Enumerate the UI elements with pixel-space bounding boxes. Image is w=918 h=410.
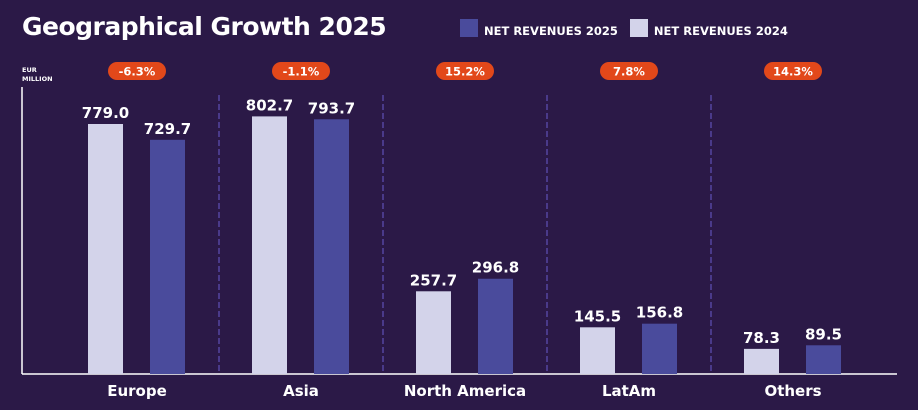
growth-label: 7.8%: [613, 65, 645, 79]
legend-label-2024: NET REVENUES 2024: [653, 24, 788, 38]
legend-item-2025: NET REVENUES 2025: [460, 19, 618, 37]
growth-pill: [272, 62, 330, 80]
unit-line-1: EUR: [22, 66, 37, 74]
value-label-2024: 802.7: [246, 96, 293, 114]
legend-swatch-2025: [460, 19, 478, 37]
category-label: North America: [404, 382, 526, 400]
growth-label: -1.1%: [283, 65, 320, 79]
chart-title: Geographical Growth 2025: [22, 12, 387, 41]
category-label: Europe: [107, 382, 167, 400]
value-label-2025: 729.7: [144, 120, 191, 138]
value-label-2024: 145.5: [574, 307, 621, 325]
value-label-2024: 78.3: [743, 329, 780, 347]
category-label: LatAm: [602, 382, 656, 400]
value-label-2025: 89.5: [805, 325, 842, 343]
legend: NET REVENUES 2025 NET REVENUES 2024: [460, 19, 800, 37]
value-label-2025: 156.8: [636, 304, 683, 322]
y-axis-unit-label: EUR MILLION: [22, 66, 53, 84]
bar-2025-0: [150, 139, 185, 374]
bar-2025-1: [314, 119, 349, 374]
value-label-2024: 257.7: [410, 271, 457, 289]
growth-label: 14.3%: [773, 65, 813, 79]
growth-pill: [764, 62, 822, 80]
legend-swatch-2024: [629, 19, 648, 37]
bar-2024-1: [252, 116, 287, 374]
bar-2024-4: [744, 348, 779, 374]
value-label-2025: 793.7: [308, 99, 355, 117]
bar-2024-0: [88, 124, 123, 374]
legend-item-2024: NET REVENUES 2024: [629, 19, 788, 38]
bar-2025-4: [806, 345, 841, 374]
legend-label-2025: NET REVENUES 2025: [484, 24, 618, 38]
growth-label: 15.2%: [445, 65, 485, 79]
value-label-2025: 296.8: [472, 259, 519, 277]
growth-pill: [108, 62, 166, 80]
bar-2024-2: [416, 291, 451, 374]
category-label: Asia: [283, 382, 319, 400]
category-label: Others: [764, 382, 821, 400]
growth-pill: [600, 62, 658, 80]
bar-2025-2: [478, 278, 513, 374]
growth-pill: [436, 62, 494, 80]
bar-2024-3: [580, 327, 615, 374]
unit-line-2: MILLION: [22, 75, 53, 83]
value-label-2024: 779.0: [82, 104, 129, 122]
growth-label: -6.3%: [119, 65, 156, 79]
bar-2025-3: [642, 323, 677, 374]
